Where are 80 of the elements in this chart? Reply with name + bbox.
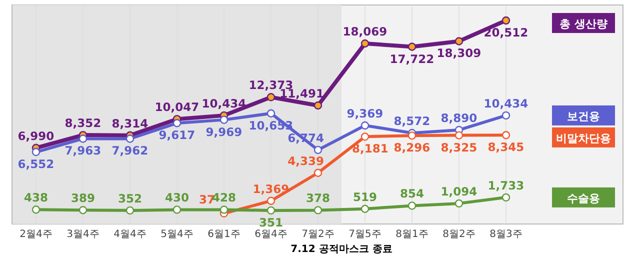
point xyxy=(454,37,464,46)
data-label: 7,963 xyxy=(64,144,102,158)
data-label: 8,314 xyxy=(112,116,148,130)
point xyxy=(408,131,416,140)
data-label: 1,733 xyxy=(488,178,524,192)
point xyxy=(502,193,510,202)
x-tick-label: 7월2주 xyxy=(302,229,334,240)
data-label: 351 xyxy=(258,215,284,230)
data-label: 6,990 xyxy=(18,128,54,143)
x-tick-label: 6월1주 xyxy=(208,229,240,240)
x-tick-label: 8월1주 xyxy=(396,229,428,240)
text: 수술용 xyxy=(567,192,600,205)
point xyxy=(266,206,276,215)
data-label: 10,047 xyxy=(154,100,200,114)
data-label: 430 xyxy=(164,190,190,205)
point xyxy=(266,109,276,118)
data-label: 8,325 xyxy=(440,140,478,154)
data-label: 9,969 xyxy=(206,124,242,139)
point xyxy=(360,132,370,141)
point xyxy=(266,196,276,205)
data-label: 8,181 xyxy=(352,142,388,156)
data-label: 18,309 xyxy=(436,46,482,60)
x-tick-label: 7월5주 xyxy=(348,229,382,240)
point xyxy=(408,202,416,210)
point xyxy=(78,134,88,143)
data-label: 7,962 xyxy=(112,144,148,158)
point xyxy=(502,131,510,140)
band-label: 7.12 공적마스크 종료 xyxy=(290,244,392,255)
data-label: 438 xyxy=(24,190,48,205)
text: 총 생산량 xyxy=(560,18,608,30)
data-label: 8,352 xyxy=(64,116,102,130)
data-label: 6,552 xyxy=(18,157,54,172)
point xyxy=(220,116,228,124)
point xyxy=(172,119,182,128)
x-tick-label: 6월4주 xyxy=(254,229,288,240)
data-label: 352 xyxy=(118,191,142,206)
data-label: 8,345 xyxy=(488,140,524,154)
point xyxy=(314,101,322,110)
data-label: 9,369 xyxy=(346,106,384,120)
point xyxy=(314,168,322,177)
data-label: 10,434 xyxy=(202,96,246,110)
point xyxy=(360,204,370,213)
x-tick-label: 2월4주 xyxy=(20,229,52,240)
data-label: 854 xyxy=(400,186,424,201)
data-label: 389 xyxy=(70,191,96,206)
text: 비말차단용 xyxy=(556,132,611,145)
data-label: 8,296 xyxy=(394,140,430,155)
point xyxy=(502,111,510,120)
point xyxy=(32,148,40,156)
point xyxy=(266,93,276,102)
point xyxy=(454,131,464,140)
data-label: 4,339 xyxy=(288,154,324,168)
point xyxy=(314,146,322,154)
point xyxy=(172,206,182,214)
point xyxy=(220,206,228,214)
data-label: 8,572 xyxy=(394,114,430,128)
data-label: 18,069 xyxy=(342,24,388,38)
text: 보건용 xyxy=(567,110,600,123)
x-tick-label: 8월3주 xyxy=(490,229,522,240)
x-tick-label: 5월4주 xyxy=(160,229,194,240)
data-label: 8,890 xyxy=(440,110,478,125)
point xyxy=(126,134,134,143)
point xyxy=(408,42,416,51)
point xyxy=(126,206,134,215)
point xyxy=(502,16,510,25)
x-tick-label: 4월4주 xyxy=(114,229,146,240)
point xyxy=(360,39,370,48)
x-tick-label: 3월4주 xyxy=(66,229,100,240)
data-label: 9,617 xyxy=(158,128,196,142)
point xyxy=(454,199,464,208)
point xyxy=(360,121,370,130)
data-label: 17,722 xyxy=(390,52,434,66)
data-label: 378 xyxy=(306,191,330,206)
data-label: 1,094 xyxy=(440,184,478,198)
data-label: 519 xyxy=(352,190,378,204)
point xyxy=(78,206,88,214)
x-tick-label: 8월2주 xyxy=(442,229,476,240)
data-label: 10,434 xyxy=(484,96,528,110)
point xyxy=(32,206,40,214)
point xyxy=(314,206,322,214)
